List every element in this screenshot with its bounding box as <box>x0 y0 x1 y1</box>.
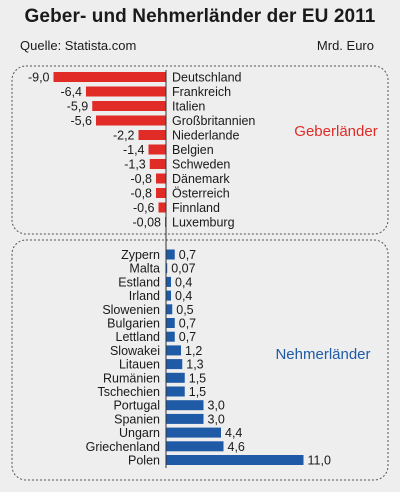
recipient-bars: 0,7 Zypern 0,07 Malta 0,4 Estland 0,4 Irland 0,5… <box>86 248 371 468</box>
donor-value-label: -5,9 <box>67 100 89 114</box>
recipient-bar <box>166 304 173 315</box>
donor-category-label: Italien <box>172 100 205 114</box>
donor-category-label: Luxemburg <box>172 216 235 230</box>
recipient-category-label: Lettland <box>116 330 161 344</box>
donor-value-label: -2,2 <box>113 129 135 143</box>
recipient-value-label: 1,5 <box>189 385 206 399</box>
recipient-value-label: 1,3 <box>186 358 203 372</box>
recipient-bar <box>166 400 204 411</box>
donor-bar <box>96 115 166 126</box>
donor-value-label: -6,4 <box>60 85 82 99</box>
recipient-category-label: Malta <box>129 262 160 276</box>
recipient-bar <box>166 372 185 383</box>
donor-bar <box>158 202 166 213</box>
recipient-bar <box>166 359 183 370</box>
recipient-category-label: Spanien <box>114 412 160 426</box>
donor-bar <box>149 159 166 169</box>
donor-box <box>11 65 389 235</box>
recipient-value-label: 4,4 <box>225 426 242 440</box>
recipient-value-label: 1,2 <box>185 344 202 358</box>
donor-value-label: -9,0 <box>28 71 50 85</box>
chart-title: Geber- und Nehmerländer der EU 2011 <box>24 6 376 27</box>
donor-group-label: Geberländer <box>294 123 377 140</box>
recipient-value-label: 1,5 <box>189 371 206 385</box>
donor-value-label: -1,4 <box>123 143 145 157</box>
donor-category-label: Deutschland <box>172 71 242 85</box>
donor-category-label: Österreich <box>172 187 230 201</box>
donor-bar <box>92 101 166 111</box>
donor-category-label: Dänemark <box>172 172 230 186</box>
recipient-bar <box>166 455 304 465</box>
recipient-bar <box>166 263 168 274</box>
recipient-box <box>11 239 389 481</box>
recipient-bar <box>166 413 204 424</box>
recipient-value-label: 0,4 <box>175 275 192 289</box>
donor-bar <box>53 72 166 82</box>
donor-bars: -9,0 Deutschland -6,4 Frankreich -5,9 Italien… <box>28 71 378 230</box>
recipient-bar <box>166 276 171 287</box>
recipient-value-label: 0,07 <box>171 262 195 276</box>
donor-value-label: -0,08 <box>133 216 162 230</box>
recipient-category-label: Slowenien <box>102 303 160 317</box>
recipient-category-label: Tschechien <box>97 385 160 399</box>
donor-value-label: -0,8 <box>130 187 152 201</box>
recipient-value-label: 0,4 <box>175 289 192 303</box>
donor-category-label: Niederlande <box>172 129 239 143</box>
donor-category-label: Schweden <box>172 158 230 172</box>
donor-category-label: Finnland <box>172 201 220 215</box>
recipient-category-label: Polen <box>128 454 160 468</box>
donor-bar <box>156 188 166 198</box>
recipient-bar <box>166 331 175 342</box>
recipient-value-label: 3,0 <box>208 399 225 413</box>
recipient-category-label: Slowakei <box>110 344 160 358</box>
recipient-category-label: Zypern <box>121 248 160 262</box>
recipient-value-label: 4,6 <box>228 440 245 454</box>
donor-value-label: -0,6 <box>133 201 155 215</box>
donor-category-label: Frankreich <box>172 85 231 99</box>
donor-category-label: Großbritannien <box>172 114 255 128</box>
recipient-bar <box>166 427 221 438</box>
donor-bar <box>86 86 166 97</box>
recipient-value-label: 0,5 <box>176 303 193 317</box>
recipient-category-label: Litauen <box>119 358 160 372</box>
recipient-category-label: Rumänien <box>103 371 160 385</box>
recipient-group-label: Nehmerländer <box>275 346 370 363</box>
recipient-value-label: 11,0 <box>308 454 331 468</box>
recipient-category-label: Portugal <box>113 399 160 413</box>
recipient-category-label: Griechenland <box>86 440 160 454</box>
donor-value-label: -0,8 <box>130 172 152 186</box>
recipient-value-label: 0,7 <box>179 330 196 344</box>
recipient-category-label: Irland <box>129 289 160 303</box>
donor-bar <box>156 173 166 184</box>
recipient-bar <box>166 249 175 260</box>
recipient-value-label: 3,0 <box>208 412 225 426</box>
donor-value-label: -5,6 <box>70 114 92 128</box>
recipient-bar <box>166 318 175 328</box>
recipient-bar <box>166 386 185 397</box>
donor-bar <box>148 144 166 155</box>
recipient-value-label: 0,7 <box>179 248 196 262</box>
recipient-category-label: Bulgarien <box>107 317 160 331</box>
recipient-category-label: Ungarn <box>119 426 160 440</box>
recipient-category-label: Estland <box>118 275 160 289</box>
donor-bar <box>138 130 166 140</box>
recipient-bar <box>166 441 224 452</box>
donor-value-label: -1,3 <box>124 158 146 172</box>
recipient-bar <box>166 345 181 356</box>
source-note: Quelle: Statista.com <box>20 38 137 53</box>
donor-category-label: Belgien <box>172 143 214 157</box>
recipient-bar <box>166 290 171 301</box>
unit-label: Mrd. Euro <box>316 38 374 53</box>
recipient-value-label: 0,7 <box>179 317 196 331</box>
